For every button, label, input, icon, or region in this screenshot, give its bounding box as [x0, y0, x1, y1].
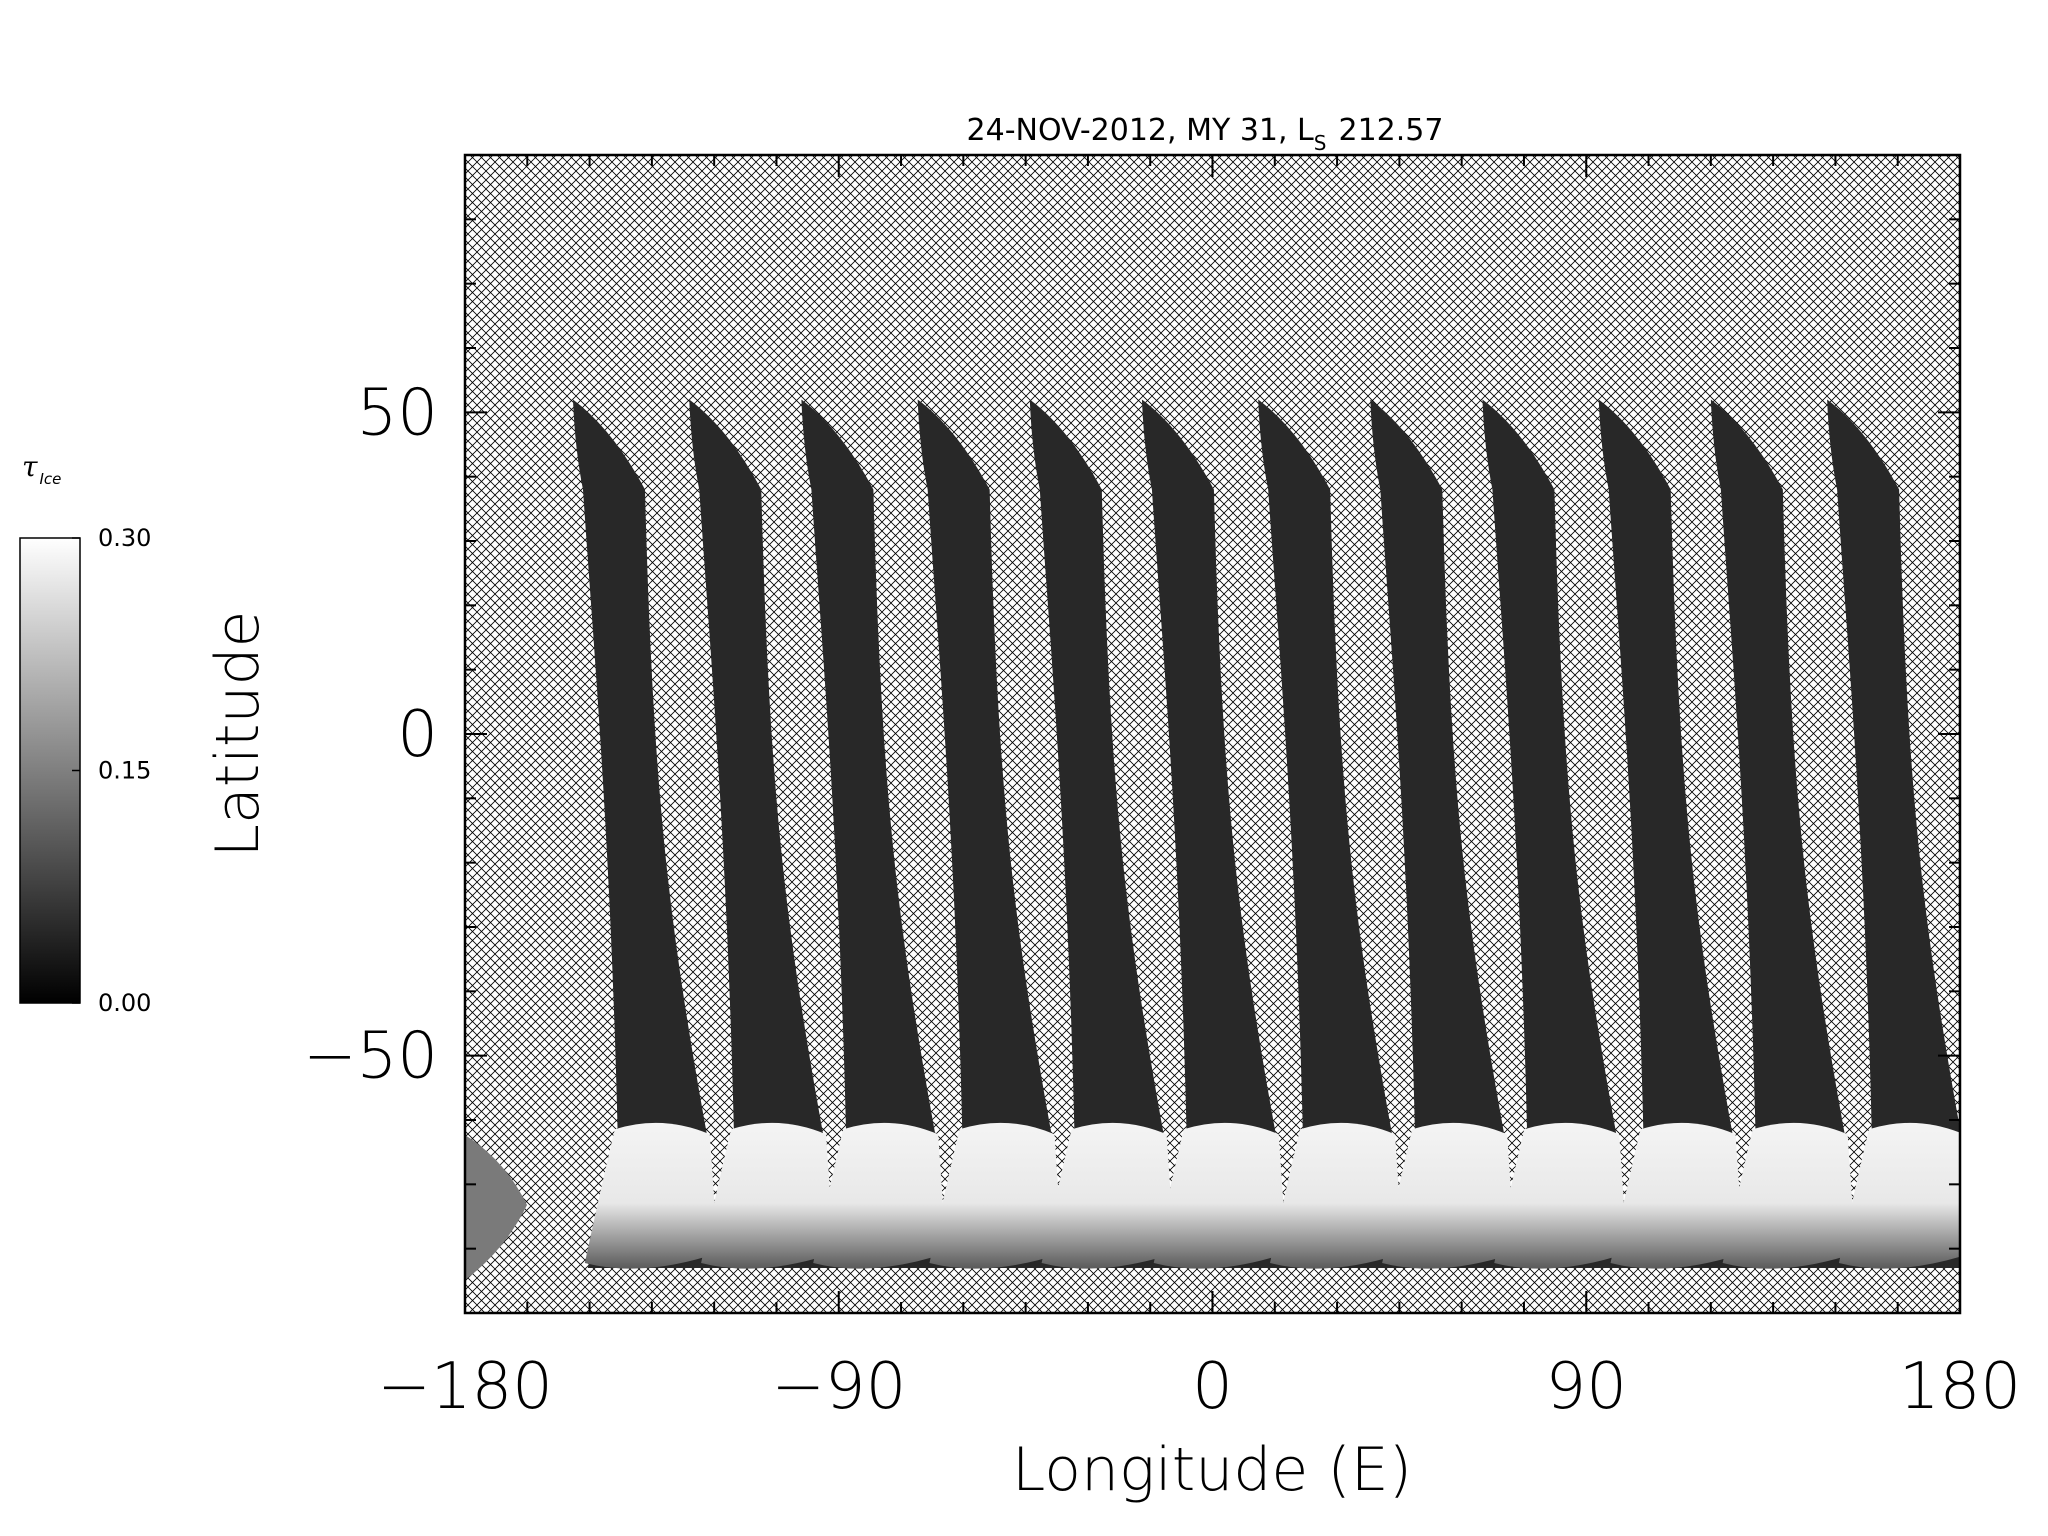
colorbar-title: τ Ice — [22, 450, 61, 488]
swath-1-polar-ice — [584, 1122, 718, 1269]
swath-10 — [1598, 399, 1734, 1268]
swath-12 — [1827, 399, 1960, 1268]
swath-10-polar-ice — [1610, 1122, 1744, 1269]
colorbar-tick-label: 0.15 — [98, 757, 151, 785]
swath-4 — [917, 399, 1053, 1268]
swath-12-polar-ice — [1838, 1122, 1960, 1269]
swath-5 — [1029, 399, 1165, 1268]
swath-1 — [572, 399, 708, 1268]
y-axis-label: Latitude — [203, 611, 273, 858]
x-tick-label: 0 — [1192, 1350, 1233, 1424]
colorbar-tick-label: 0.00 — [98, 989, 151, 1017]
edge-data-patch — [465, 1135, 527, 1280]
colorbar-tick-label: 0.30 — [98, 524, 151, 552]
y-tick-labels: 50 0 −50 — [303, 376, 438, 1093]
swath-7-polar-ice — [1270, 1122, 1404, 1269]
swath-8 — [1370, 399, 1506, 1268]
colorbar — [19, 537, 81, 1004]
y-tick-label: 50 — [357, 376, 438, 450]
swath-group — [572, 399, 1960, 1269]
colorbar-title-subscript: Ice — [40, 470, 62, 488]
tick-group — [464, 154, 1961, 1313]
swath-9-polar-ice — [1494, 1122, 1628, 1269]
swath-6-polar-ice — [1153, 1122, 1287, 1269]
colorbar-ticks: 0.00 0.15 0.30 — [72, 524, 151, 1017]
swath-8-polar-ice — [1382, 1122, 1516, 1269]
swath-6 — [1141, 399, 1277, 1268]
x-tick-label: −90 — [771, 1350, 906, 1424]
y-tick-label: −50 — [303, 1020, 438, 1094]
x-tick-label: 90 — [1546, 1350, 1627, 1424]
x-tick-label: 180 — [1899, 1350, 2021, 1424]
swath-9 — [1482, 399, 1618, 1268]
title-subscript: S — [1314, 131, 1327, 155]
swath-7 — [1258, 399, 1394, 1268]
swath-5-polar-ice — [1041, 1122, 1175, 1269]
x-tick-labels: −180 −90 0 90 180 — [377, 1350, 2021, 1424]
swath-4-polar-ice — [929, 1122, 1063, 1269]
x-axis-label: Longitude (E) — [1012, 1435, 1412, 1505]
y-tick-label: 0 — [397, 698, 438, 772]
swath-2 — [689, 399, 825, 1268]
swath-2-polar-ice — [701, 1122, 835, 1269]
swath-3-polar-ice — [813, 1122, 947, 1269]
title-value: 212.57 — [1338, 113, 1443, 148]
x-tick-label: −180 — [377, 1350, 553, 1424]
swath-11 — [1710, 399, 1846, 1268]
swath-3 — [801, 399, 937, 1268]
swath-11-polar-ice — [1722, 1122, 1856, 1269]
chart-title: 24-NOV-2012, MY 31, LS 212.57 — [967, 113, 1444, 155]
